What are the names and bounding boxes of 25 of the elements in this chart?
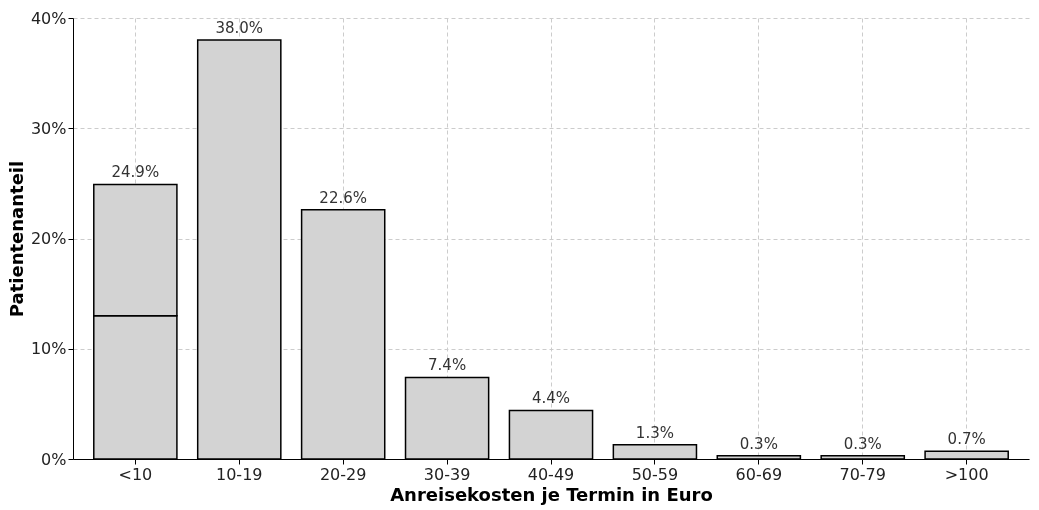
- total-label: 0.7%: [947, 430, 986, 449]
- total-label: 0.3%: [843, 434, 882, 453]
- y-tick-label: 20%: [30, 229, 67, 248]
- total-label: 24.9%: [111, 163, 160, 182]
- x-tick-label: 40-49: [527, 464, 575, 484]
- y-tick-label: 0%: [41, 449, 67, 469]
- x-tick-label: 20-29: [319, 464, 367, 484]
- y-tick-label: 10%: [30, 339, 67, 359]
- total-label: 7.4%: [428, 356, 467, 375]
- y-tick-label: 40%: [30, 8, 67, 28]
- total-label: 0.3%: [739, 434, 778, 453]
- x-tick-label: 30-39: [423, 464, 471, 484]
- total-label: 1.3%: [635, 423, 674, 442]
- total-label: 4.4%: [531, 389, 571, 408]
- x-tick-label: 10-19: [216, 464, 263, 484]
- y-axis-title: Patientenanteil: [5, 160, 27, 318]
- total-label: 38.0%: [215, 19, 264, 38]
- x-tick-label: 50-59: [631, 464, 679, 484]
- x-tick-label: <10: [118, 464, 153, 484]
- x-axis-title: Anreisekosten je Termin in Euro: [390, 483, 713, 505]
- x-tick-label: >100: [944, 464, 989, 484]
- x-tick-label: 70-79: [839, 464, 886, 484]
- total-label: 22.6%: [319, 188, 367, 207]
- x-tick-label: 60-69: [735, 464, 783, 484]
- y-tick-label: 30%: [30, 118, 67, 138]
